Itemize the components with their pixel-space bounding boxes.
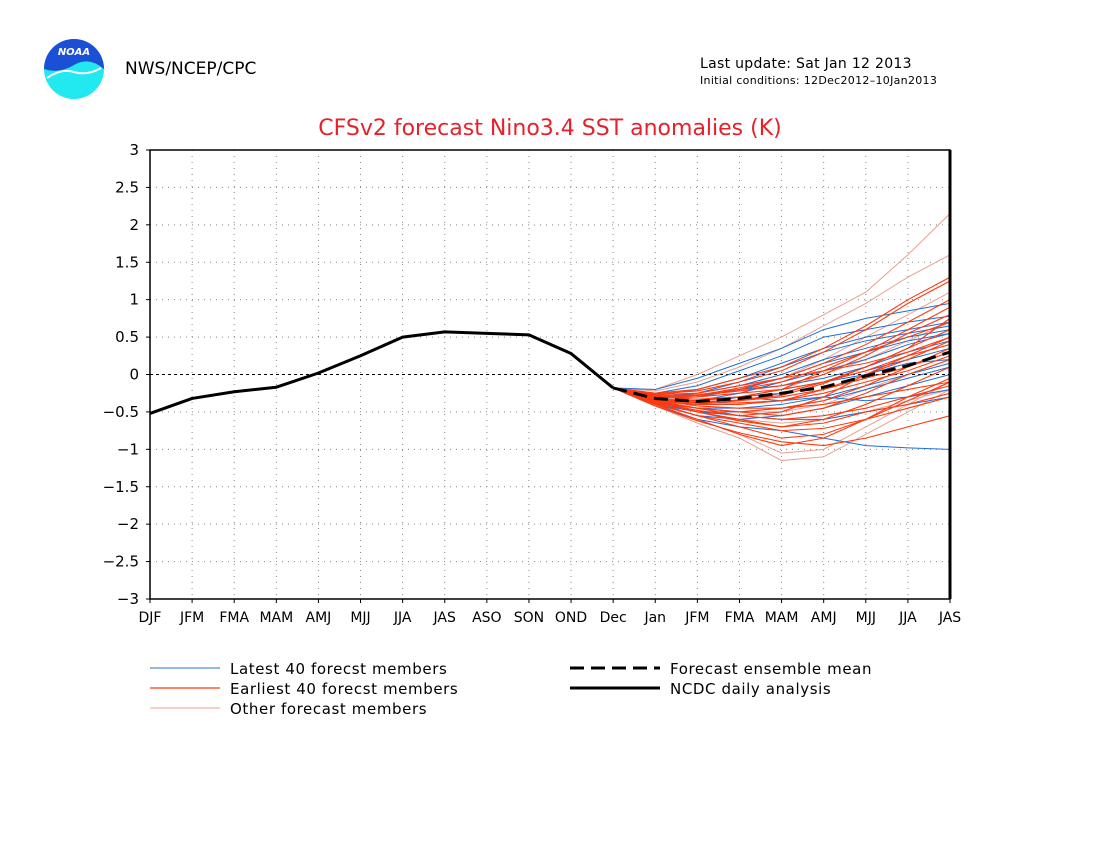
earliest-member-line xyxy=(613,306,951,402)
y-tick-label: 1 xyxy=(129,291,139,309)
y-tick-label: 3 xyxy=(129,141,139,159)
earliest-member-line xyxy=(613,317,951,404)
y-tick-label: −1 xyxy=(117,440,139,458)
y-tick-label: 0.5 xyxy=(115,328,139,346)
x-tick-label: MJJ xyxy=(350,610,370,626)
x-tick-label: MAM xyxy=(259,610,293,626)
y-tick-label: 2.5 xyxy=(115,178,139,196)
legend-earliest-label: Earliest 40 forecst members xyxy=(230,680,458,698)
y-tick-label: 2 xyxy=(129,216,139,234)
legend: Latest 40 forecst members Earliest 40 for… xyxy=(150,660,872,718)
y-tick-label: −2.5 xyxy=(103,553,139,571)
earliest-member-line xyxy=(613,280,951,395)
chart-title: CFSv2 forecast Nino3.4 SST anomalies (K) xyxy=(318,116,781,141)
logo-text: NOAA xyxy=(58,47,90,58)
x-tick-label: AMJ xyxy=(306,610,332,626)
earliest-member-line xyxy=(612,381,951,413)
y-tick-label: −2 xyxy=(117,515,139,533)
grid-layer xyxy=(150,150,950,599)
earliest-member-line xyxy=(612,387,951,432)
legend-analysis-label: NCDC daily analysis xyxy=(670,680,831,698)
x-tick-label: DJF xyxy=(139,610,162,626)
earliest-member-line xyxy=(613,321,951,397)
legend-mean-label: Forecast ensemble mean xyxy=(670,660,872,678)
y-tick-label: −3 xyxy=(117,590,139,608)
last-update-text: Last update: Sat Jan 12 2013 xyxy=(700,56,912,72)
x-tick-label: JFM xyxy=(684,610,709,626)
legend-latest-label: Latest 40 forecst members xyxy=(230,660,447,678)
latest-member-line xyxy=(613,315,951,394)
x-tick-label: AMJ xyxy=(811,610,837,626)
other-member-line xyxy=(612,387,951,462)
x-tick-label: MJJ xyxy=(856,610,876,626)
x-tick-label: JJA xyxy=(898,610,917,626)
ensemble-mean-line xyxy=(612,350,951,403)
x-tick-label: JFM xyxy=(179,610,204,626)
ncdc-analysis-line xyxy=(149,330,615,415)
y-tick-label: −1.5 xyxy=(103,478,139,496)
latest-member-line xyxy=(613,302,951,390)
x-tick-label: FMA xyxy=(219,610,249,626)
earliest-member-line xyxy=(612,387,951,447)
ensemble-members-layer xyxy=(612,213,951,462)
x-tick-label: ASO xyxy=(472,610,501,626)
x-tick-label: Dec xyxy=(600,610,627,626)
x-tick-label: FMA xyxy=(725,610,755,626)
earliest-member-line xyxy=(612,387,951,428)
x-tick-label: SON xyxy=(514,610,544,626)
initial-conditions-text: Initial conditions: 12Dec2012–10Jan2013 xyxy=(700,74,938,87)
earliest-member-line xyxy=(612,340,951,417)
earliest-member-line xyxy=(613,276,951,394)
legend-other-label: Other forecast members xyxy=(230,700,427,718)
x-tick-label: Jan xyxy=(643,610,666,626)
earliest-member-line xyxy=(613,336,951,399)
noaa-logo-icon: NOAA xyxy=(44,39,104,99)
x-tick-label: JAS xyxy=(938,610,961,626)
earliest-member-line xyxy=(612,355,951,405)
earliest-member-line xyxy=(612,377,951,447)
other-member-line xyxy=(613,213,951,390)
main-lines-layer xyxy=(149,330,951,415)
x-tick-label: OND xyxy=(555,610,587,626)
org-name: NWS/NCEP/CPC xyxy=(125,59,257,79)
y-tick-label: 0 xyxy=(129,366,139,384)
y-tick-label: −0.5 xyxy=(103,403,139,421)
x-tick-label: JJA xyxy=(393,610,412,626)
y-tick-label: 1.5 xyxy=(115,253,139,271)
x-tick-label: JAS xyxy=(433,610,456,626)
x-tick-label: MAM xyxy=(765,610,799,626)
